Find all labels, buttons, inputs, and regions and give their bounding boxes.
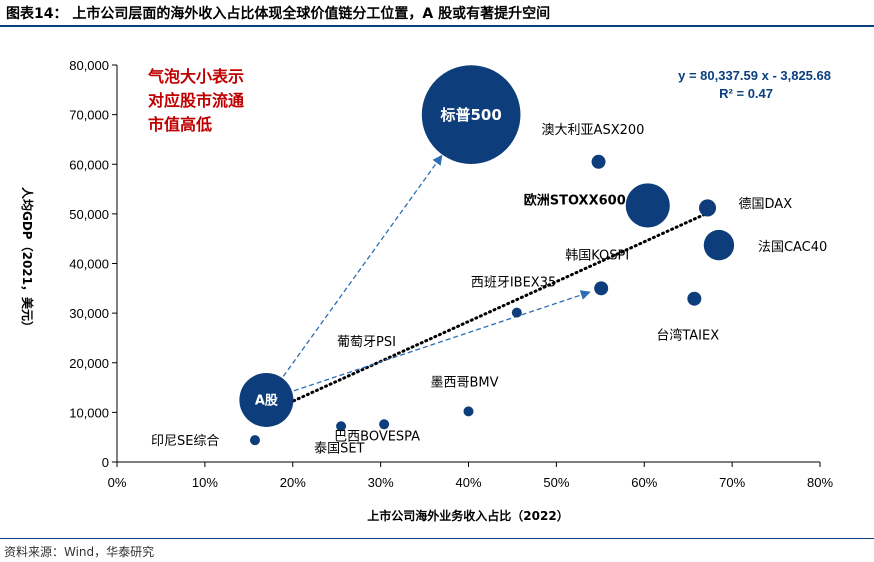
x-tick-label: 50% [543,475,569,490]
bubble [239,372,294,427]
r-squared: R² = 0.47 [719,86,773,101]
x-tick-label: 60% [631,475,657,490]
bubble [594,281,609,296]
regression-equation: y = 80,337.59 x - 3,825.68 [678,68,831,83]
x-axis-title: 上市公司海外业务收入占比（2022） [367,508,568,523]
point-label: 韩国KOSPI [565,248,629,263]
y-tick-label: 60,000 [69,157,109,172]
x-tick-label: 30% [368,475,394,490]
y-tick-label: 80,000 [69,58,109,73]
point-label: 澳大利亚ASX200 [542,122,645,138]
source-note: 资料来源：Wind，华泰研究 [4,545,155,559]
trend-arrow [282,154,443,377]
y-tick-label: 70,000 [69,108,109,123]
bubble-size-note-line3: 市值高低 [148,115,212,134]
bubble [703,229,735,261]
x-tick-label: 70% [719,475,745,490]
point-label: 法国CAC40 [758,240,827,255]
bubble [421,65,521,164]
point-label: 德国DAX [739,197,793,212]
bubble [463,406,474,417]
point-label: 台湾TAIEX [656,328,719,344]
x-tick-label: 40% [455,475,481,490]
x-tick-label: 20% [280,475,306,490]
y-tick-label: 50,000 [69,207,109,222]
trend-arrow [293,290,591,392]
x-tick-label: 0% [108,475,127,490]
bubble [698,199,717,217]
y-tick-label: 0 [102,455,109,470]
bubble-size-note-line2: 对应股市流通 [148,91,244,110]
bubble [249,435,260,446]
bubble [511,307,522,318]
x-tick-label: 10% [192,475,218,490]
bubble [336,421,347,432]
bubble [687,291,702,306]
y-tick-label: 30,000 [69,306,109,321]
bubble-chart: 0 10,000 20,000 30,000 40,000 50,000 60,000 70,… [20,58,833,523]
bubble-label: 标普500 [439,106,501,124]
bubble-size-note-line1: 气泡大小表示 [147,67,244,86]
trendline [264,208,717,415]
point-label: 西班牙IBEX35 [471,276,556,291]
trendline-layer [264,208,717,415]
title-divider [0,25,874,27]
footer-divider [0,538,874,539]
bubble-layer [239,65,735,446]
arrow-layer [282,154,591,392]
bubble [379,419,390,430]
page-title: 图表14： 上市公司层面的海外收入占比体现全球价值链分工位置，A 股或有著提升空… [6,6,551,22]
y-tick-label: 40,000 [69,257,109,272]
point-label: 巴西BOVESPA [334,429,420,444]
point-label: 欧洲STOXX600 [524,192,626,208]
point-label: 泰国SET [314,441,364,456]
y-tick-label: 20,000 [69,356,109,371]
label-layer: 标普500 A股 欧洲STOXX600 法国CAC40 德国DAX 澳大利亚ASX200 韩… [151,106,827,456]
point-label: 墨西哥BMV [431,375,499,390]
y-axis-title: 人均GDP（2021，美元） [20,187,35,333]
point-label: 印尼SE综合 [151,434,219,449]
bubble [625,183,670,228]
axes: 0 10,000 20,000 30,000 40,000 50,000 60,000 70,… [69,58,833,490]
x-tick-label: 80% [807,475,833,490]
point-label: 葡萄牙PSI [337,335,396,350]
y-tick-label: 10,000 [69,405,109,420]
bubble-label: A股 [255,394,278,409]
bubble [591,154,606,169]
